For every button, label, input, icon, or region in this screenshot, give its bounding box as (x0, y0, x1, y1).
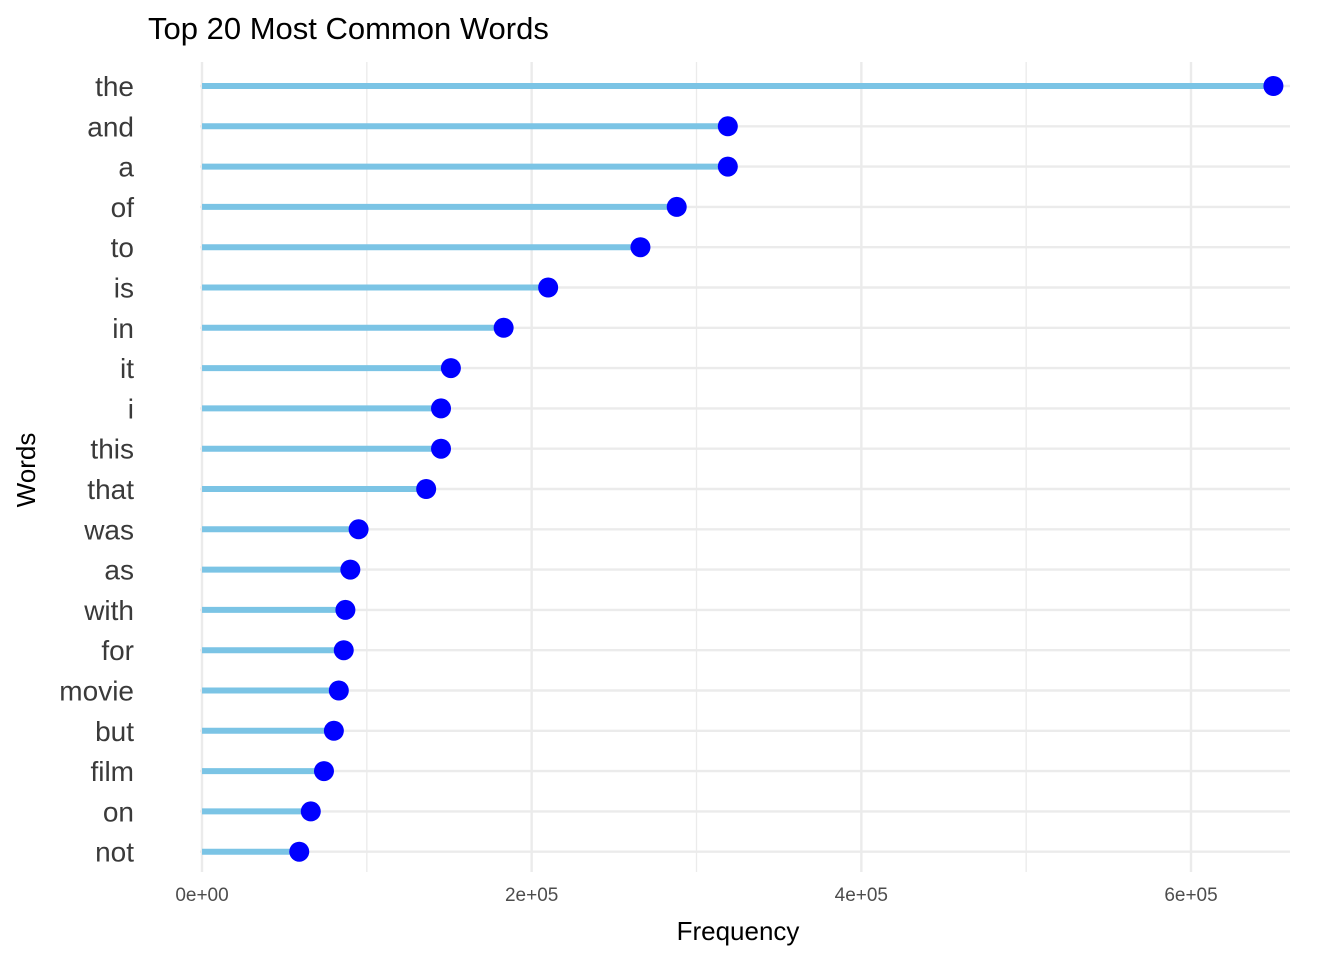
y-tick-label-as: as (104, 555, 134, 586)
y-tick-label-a: a (118, 152, 134, 183)
lollipop-point-this (431, 438, 452, 459)
y-tick-label-not: not (95, 837, 134, 868)
y-tick-label-movie: movie (59, 676, 134, 707)
chart-title: Top 20 Most Common Words (148, 11, 549, 46)
lollipop-point-a (717, 156, 738, 177)
lollipop-point-but (323, 720, 344, 741)
x-axis-labels: 0e+00 2e+05 4e+05 6e+05 (175, 885, 1217, 906)
x-tick-label: 2e+05 (505, 885, 558, 906)
y-tick-label-the: the (95, 71, 134, 102)
y-tick-label-this: this (90, 434, 134, 465)
x-axis-title: Frequency (677, 916, 800, 946)
lollipop-point-was (348, 519, 369, 540)
y-tick-label-with: with (83, 595, 134, 626)
y-tick-label-is: is (114, 273, 134, 304)
x-tick-label: 0e+00 (175, 885, 228, 906)
lollipop-point-is (538, 277, 559, 298)
y-axis-title: Words (11, 433, 41, 508)
y-tick-label-i: i (128, 393, 134, 424)
lollipop-point-of (666, 196, 687, 217)
lollipop-point-it (440, 358, 461, 379)
point-layer (289, 76, 1284, 862)
y-tick-label-it: it (120, 353, 134, 384)
lollipop-point-that (416, 479, 437, 499)
y-tick-label-film: film (90, 756, 134, 787)
lollipop-point-to (630, 237, 651, 258)
grid-layer (200, 62, 1290, 872)
y-tick-label-but: but (95, 716, 134, 747)
y-tick-label-that: that (87, 474, 134, 505)
lollipop-point-the (1263, 76, 1284, 96)
y-axis-labels: the and a of to is in it i this that was as with for mo… (59, 71, 134, 868)
y-tick-label-for: for (101, 635, 134, 666)
lollipop-point-film (313, 761, 334, 782)
lollipop-point-with (335, 599, 356, 620)
y-tick-label-and: and (87, 111, 134, 142)
x-tick-label: 6e+05 (1164, 885, 1217, 906)
lollipop-point-and (717, 116, 738, 137)
y-tick-label-of: of (111, 192, 135, 223)
lollipop-point-for (333, 640, 354, 661)
lollipop-point-in (493, 317, 514, 338)
y-tick-label-on: on (103, 796, 134, 827)
lollipop-point-as (340, 559, 361, 580)
lollipop-point-i (431, 398, 452, 419)
y-tick-label-was: was (83, 514, 134, 545)
lollipop-point-movie (328, 680, 349, 701)
stem-layer (202, 83, 1274, 855)
x-tick-label: 4e+05 (835, 885, 888, 906)
lollipop-point-not (289, 841, 310, 862)
y-tick-label-to: to (111, 232, 134, 263)
lollipop-point-on (300, 801, 321, 822)
y-tick-label-in: in (112, 313, 134, 344)
